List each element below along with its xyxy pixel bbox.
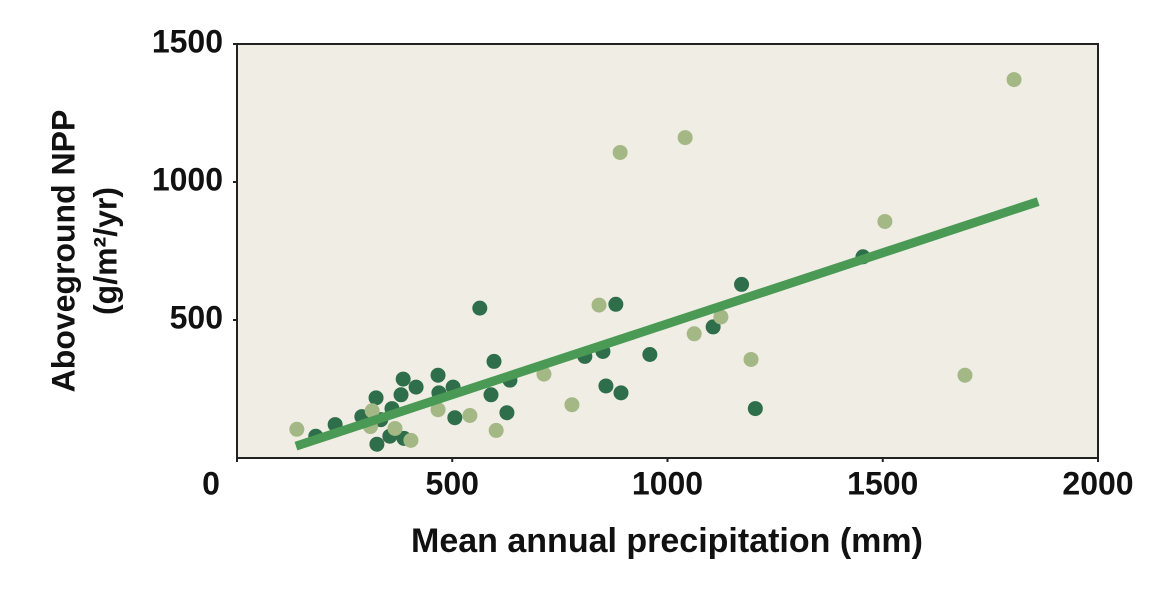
point: [369, 436, 385, 452]
point: [677, 130, 693, 146]
point: [486, 353, 502, 369]
point: [393, 387, 409, 403]
y-tick-label: 1500: [152, 23, 223, 59]
y-axis-label-line: Aboveground NPP: [45, 110, 81, 393]
point: [877, 213, 893, 229]
point: [472, 300, 488, 316]
point: [734, 276, 750, 292]
x-tick-label: 2000: [1062, 465, 1133, 501]
plot-area: [236, 43, 1099, 459]
point: [686, 326, 702, 342]
point: [613, 385, 629, 401]
point: [957, 367, 973, 383]
point: [713, 309, 729, 325]
y-axis-label-line: (g/m²/yr): [87, 187, 123, 315]
point: [591, 297, 607, 313]
point: [462, 407, 478, 423]
point: [430, 402, 446, 418]
x-tick-label: 1000: [632, 465, 703, 501]
point: [564, 397, 580, 413]
point: [747, 401, 763, 417]
y-tick-label: 1000: [152, 161, 223, 197]
point: [1006, 72, 1022, 88]
x-tick-label: 0: [202, 465, 220, 501]
point: [368, 390, 384, 406]
point: [447, 410, 463, 426]
point: [387, 420, 403, 436]
point: [598, 378, 614, 394]
point: [499, 405, 515, 421]
point: [642, 347, 658, 362]
point: [743, 351, 759, 367]
trend-line: [294, 197, 1040, 451]
y-tick-label: 500: [170, 299, 223, 335]
point: [403, 432, 419, 448]
point: [289, 421, 305, 437]
point: [612, 144, 628, 160]
point: [483, 387, 499, 403]
point: [395, 371, 411, 387]
x-tick-label: 500: [426, 465, 479, 501]
point: [608, 296, 624, 312]
point: [408, 379, 424, 395]
point: [488, 422, 504, 438]
x-tick-label: 1500: [847, 465, 918, 501]
y-axis-label: Aboveground NPP (g/m²/yr): [45, 110, 123, 393]
point: [430, 367, 446, 383]
x-axis-label: Mean annual precipitation (mm): [411, 522, 923, 560]
point: [364, 403, 380, 419]
